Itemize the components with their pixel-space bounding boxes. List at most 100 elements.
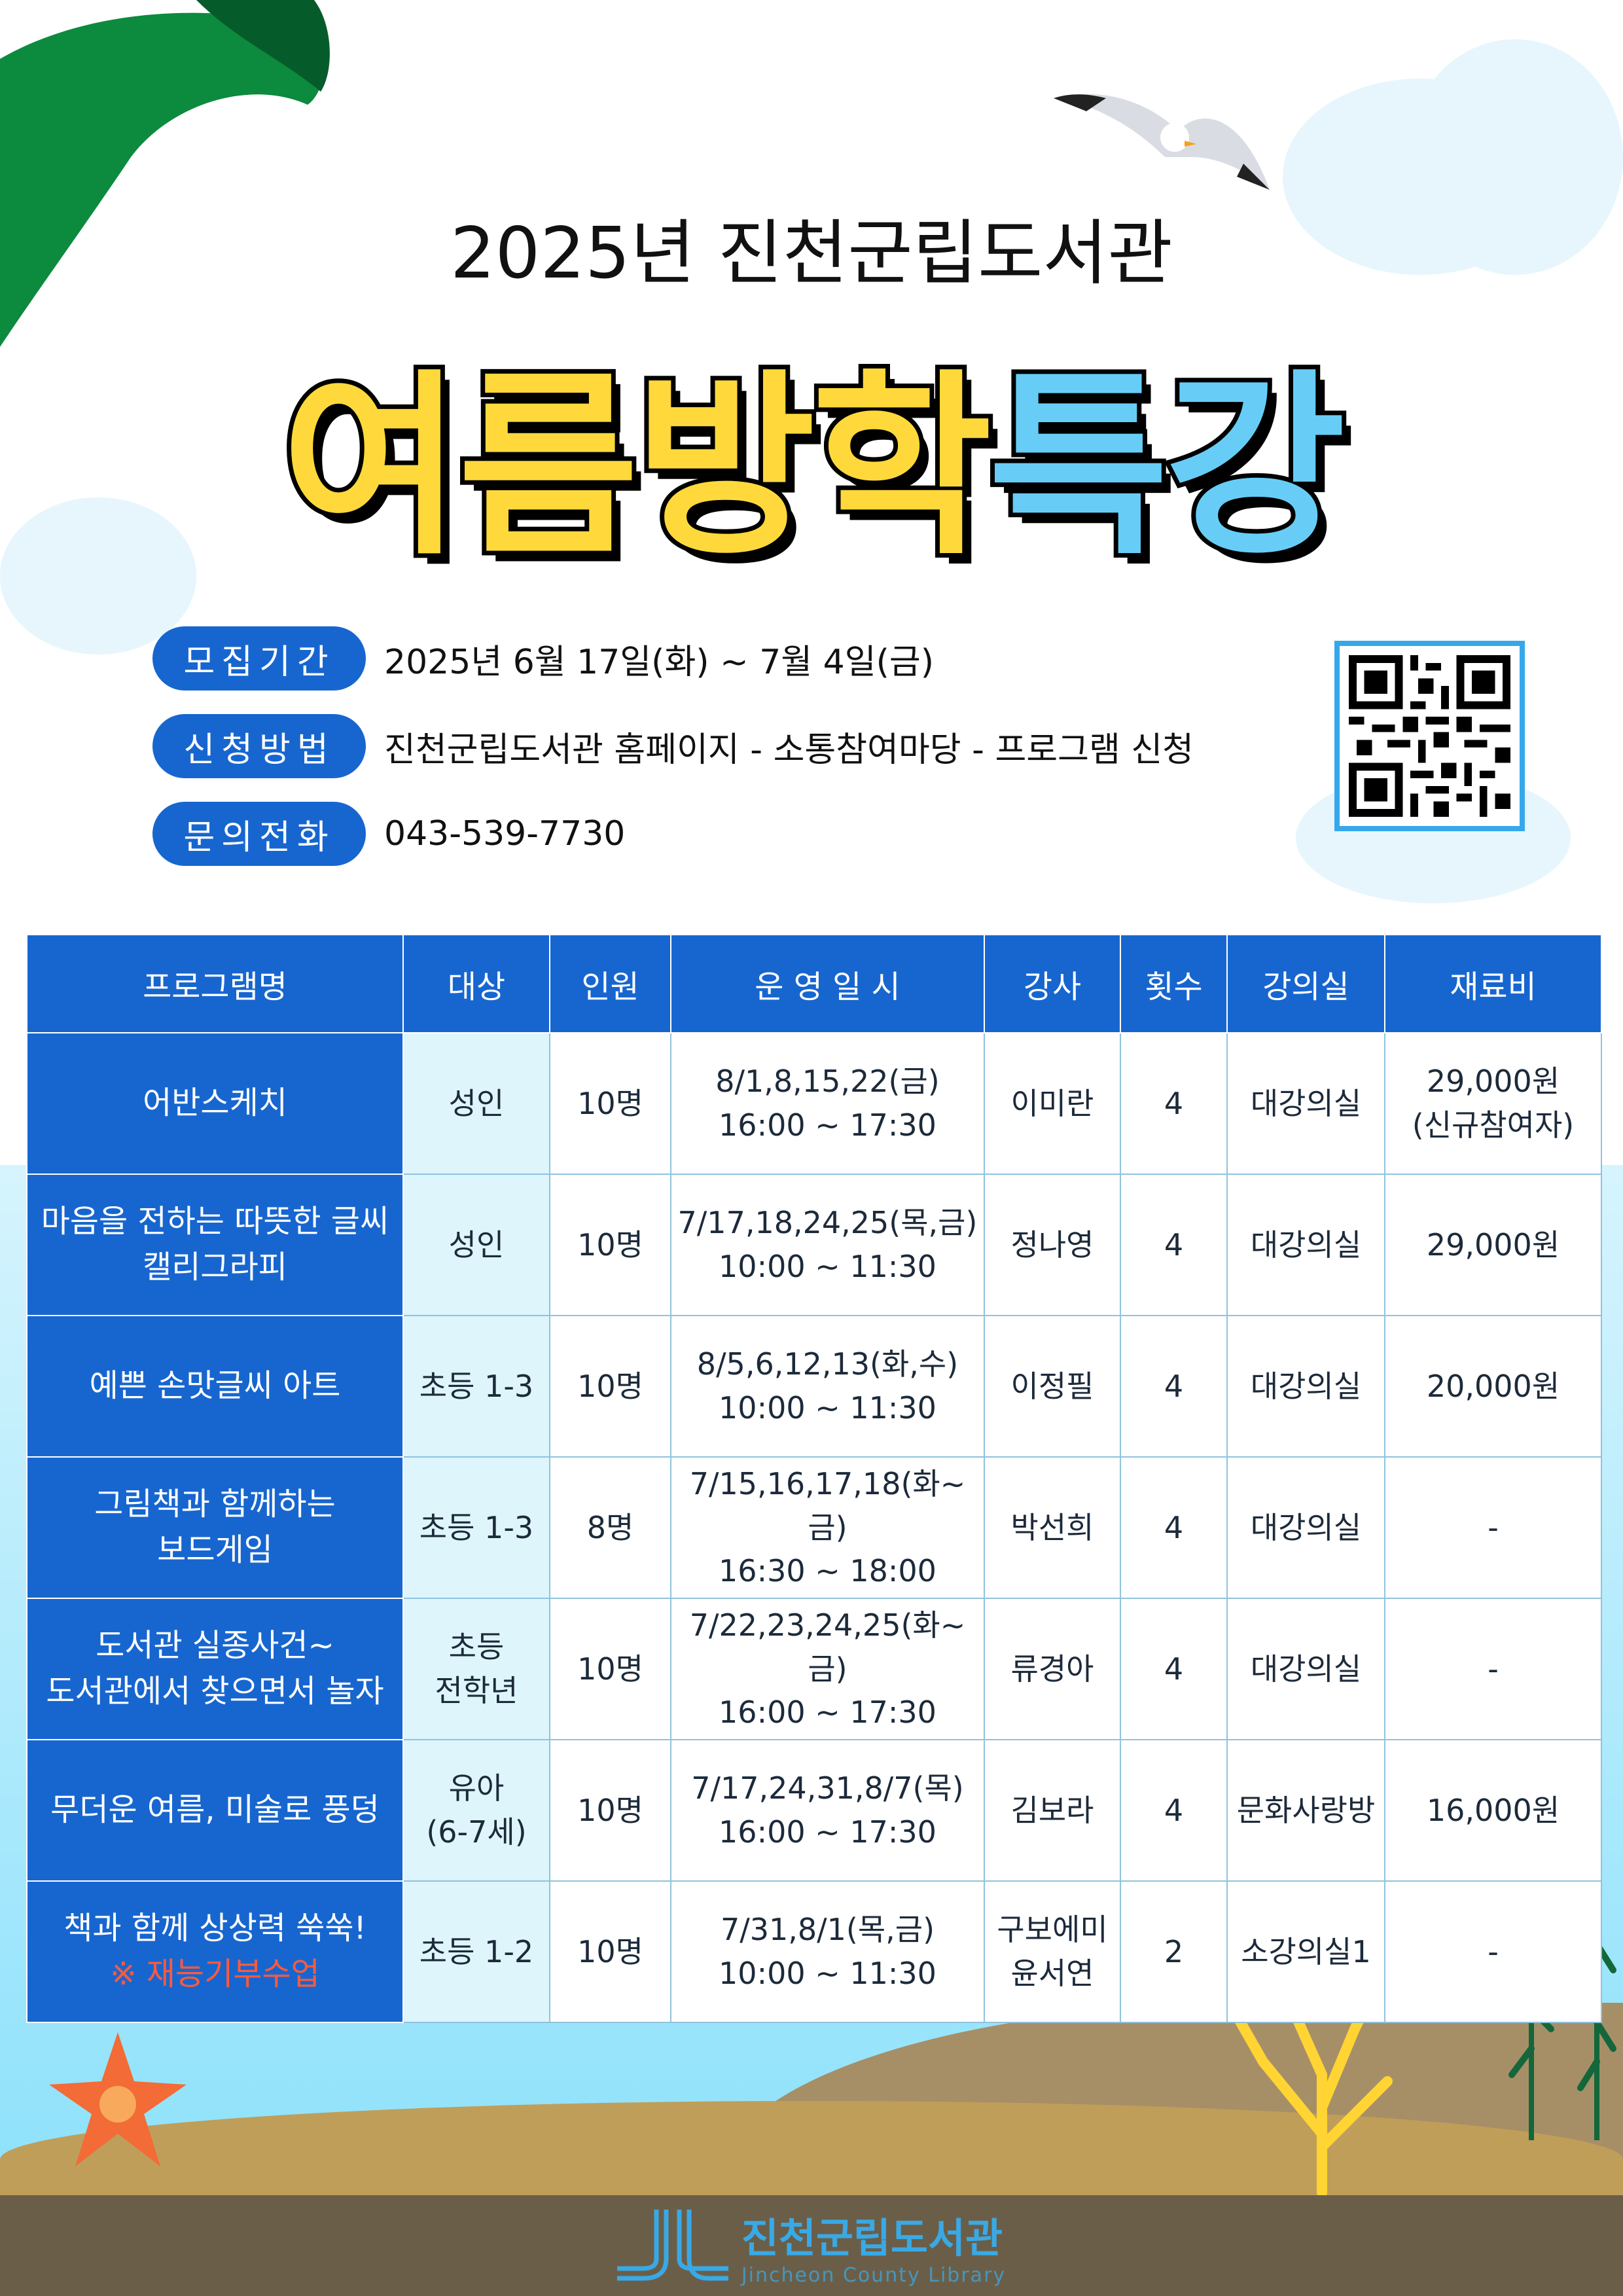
logo-name: 진천군립도서관	[741, 2214, 1003, 2262]
table-row: 예쁜 손맛글씨 아트 초등 1-3 10명 8/5,6,12,13(화,수) 10:00…	[26, 1315, 1602, 1458]
cell-instructor: 이미란	[984, 1032, 1121, 1175]
cell-line: 8/5,6,12,13(화,수)	[696, 1346, 959, 1382]
cell-target: 초등 1-2	[402, 1880, 550, 2023]
cell-schedule: 8/5,6,12,13(화,수) 10:00 ~ 11:30	[670, 1315, 985, 1458]
cell-line: 8/1,8,15,22(금)	[715, 1064, 940, 1100]
cell-line: 29,000원	[1426, 1064, 1560, 1100]
cell-line: 도서관 실종사건~	[96, 1627, 334, 1664]
cell-line: 8명	[586, 1509, 634, 1545]
cell-schedule: 7/22,23,24,25(화~금) 16:00 ~ 17:30	[670, 1598, 985, 1740]
cell-line: 10명	[577, 1368, 643, 1404]
cell-line: 이미란	[1010, 1085, 1094, 1121]
cell-line: 김보라	[1010, 1792, 1094, 1828]
cell-line: 10명	[577, 1651, 643, 1687]
cell-fee: 29,000원 (신규참여자)	[1384, 1032, 1602, 1175]
cell-program: 예쁜 손맛글씨 아트	[26, 1315, 404, 1458]
cell-room: 대강의실	[1226, 1174, 1385, 1316]
cell-line: 4	[1164, 1792, 1184, 1828]
info-value: 2025년 6월 17일(화) ~ 7월 4일(금)	[384, 642, 935, 682]
cell-line: 대강의실	[1250, 1509, 1362, 1545]
cell-people: 10명	[549, 1598, 671, 1740]
cell-line: 류경아	[1010, 1651, 1094, 1687]
table-row: 마음을 전하는 따뜻한 글씨 캘리그라피 성인 10명 7/17,18,24,25(목,…	[26, 1174, 1602, 1316]
cell-room: 대강의실	[1226, 1032, 1385, 1175]
cell-line: 16,000원	[1426, 1792, 1560, 1828]
cloud-icon	[0, 497, 196, 655]
cell-line: 그림책과 함께하는	[94, 1486, 336, 1523]
info-phone: 문의전화 043-539-7730	[152, 802, 625, 866]
cell-line: 대강의실	[1250, 1651, 1362, 1687]
cell-room: 대강의실	[1226, 1315, 1385, 1458]
cell-line: -	[1488, 1651, 1499, 1687]
cell-sessions: 4	[1120, 1456, 1228, 1599]
info-apply-method: 신청방법 진천군립도서관 홈페이지 - 소통참여마당 - 프로그램 신청	[152, 714, 1194, 778]
cell-fee: -	[1384, 1456, 1602, 1599]
cell-line: 20,000원	[1426, 1368, 1560, 1404]
title-part-summer: 여름방학	[277, 348, 997, 586]
cell-line: 이정필	[1010, 1368, 1094, 1404]
cell-line: 7/17,24,31,8/7(목)	[691, 1770, 964, 1806]
cell-line: 10명	[577, 1933, 643, 1969]
cell-target: 초등 1-3	[402, 1456, 550, 1599]
cell-sessions: 2	[1120, 1880, 1228, 2023]
info-value: 043-539-7730	[384, 814, 626, 853]
cell-fee: 16,000원	[1384, 1739, 1602, 1882]
cell-line: 윤서연	[1010, 1956, 1094, 1991]
cell-schedule: 7/15,16,17,18(화~금) 16:30 ~ 18:00	[670, 1456, 985, 1599]
cell-people: 10명	[549, 1174, 671, 1316]
cell-room: 문화사랑방	[1226, 1739, 1385, 1882]
cell-target: 유아 (6-7세)	[402, 1739, 550, 1882]
label-pill: 문의전화	[152, 802, 366, 866]
cell-sessions: 4	[1120, 1032, 1228, 1175]
title-part-lecture: 특강	[984, 348, 1350, 586]
cell-line: 대강의실	[1250, 1368, 1362, 1404]
cell-line: 2	[1164, 1933, 1184, 1969]
cell-fee: 29,000원	[1384, 1174, 1602, 1316]
cell-line: 7/15,16,17,18(화~금)	[689, 1465, 966, 1545]
header-people: 인원	[549, 934, 671, 1033]
cell-line: 4	[1164, 1368, 1184, 1404]
cell-line: -	[1488, 1933, 1499, 1969]
cell-target: 초등 1-3	[402, 1315, 550, 1458]
page-title: 여름방학특강	[0, 308, 1623, 592]
cell-people: 10명	[549, 1315, 671, 1458]
header-target: 대상	[402, 934, 550, 1033]
cell-people: 8명	[549, 1456, 671, 1599]
cell-line: 10명	[577, 1227, 643, 1263]
cell-program: 도서관 실종사건~ 도서관에서 찾으면서 놀자	[26, 1598, 404, 1740]
cell-line: 마음을 전하는 따뜻한 글씨	[41, 1203, 389, 1240]
qr-code[interactable]	[1334, 641, 1525, 831]
cell-schedule: 8/1,8,15,22(금) 16:00 ~ 17:30	[670, 1032, 985, 1175]
cell-line: 초등 1-3	[419, 1368, 534, 1404]
cell-sessions: 4	[1120, 1739, 1228, 1882]
cell-line: 10:00 ~ 11:30	[719, 1249, 936, 1284]
cell-line: 16:00 ~ 17:30	[719, 1695, 936, 1731]
table-row: 무더운 여름, 미술로 풍덩 유아 (6-7세) 10명 7/17,24,31,8/7(…	[26, 1739, 1602, 1882]
cell-instructor: 이정필	[984, 1315, 1121, 1458]
cell-schedule: 7/31,8/1(목,금) 10:00 ~ 11:30	[670, 1880, 985, 2023]
cell-line: 도서관에서 찾으면서 놀자	[46, 1673, 384, 1710]
table-row: 어반스케치 성인 10명 8/1,8,15,22(금) 16:00 ~ 17:30 이미란…	[26, 1032, 1602, 1175]
palm-leaf-icon	[0, 0, 330, 347]
cell-line: 10:00 ~ 11:30	[719, 1956, 936, 1991]
cell-target: 성인	[402, 1174, 550, 1316]
starfish-icon	[49, 2032, 187, 2166]
cell-sessions: 4	[1120, 1174, 1228, 1316]
cell-line: 4	[1164, 1651, 1184, 1687]
cell-line: 박선희	[1010, 1509, 1094, 1545]
cell-line: 29,000원	[1426, 1227, 1560, 1263]
cell-line: 정나영	[1010, 1227, 1094, 1263]
header-room: 강의실	[1226, 934, 1385, 1033]
info-value: 진천군립도서관 홈페이지 - 소통참여마당 - 프로그램 신청	[384, 730, 1194, 770]
subtitle: 2025년 진천군립도서관	[450, 213, 1173, 295]
label-pill: 신청방법	[152, 714, 366, 778]
cell-line: 16:00 ~ 17:30	[719, 1107, 936, 1143]
cell-fee: -	[1384, 1880, 1602, 2023]
cell-line: 캘리그라피	[143, 1249, 287, 1285]
info-recruit-period: 모집기간 2025년 6월 17일(화) ~ 7월 4일(금)	[152, 626, 934, 691]
cell-line: 초등	[448, 1629, 505, 1665]
cell-line: 7/31,8/1(목,금)	[720, 1912, 935, 1948]
program-table: 프로그램명 대상 인원 운 영 일 시 강사 횟수 강의실 재료비 어반스케치 성…	[26, 934, 1602, 2023]
cell-program: 책과 함께 상상력 쑥쑥! ※ 재능기부수업	[26, 1880, 404, 2023]
